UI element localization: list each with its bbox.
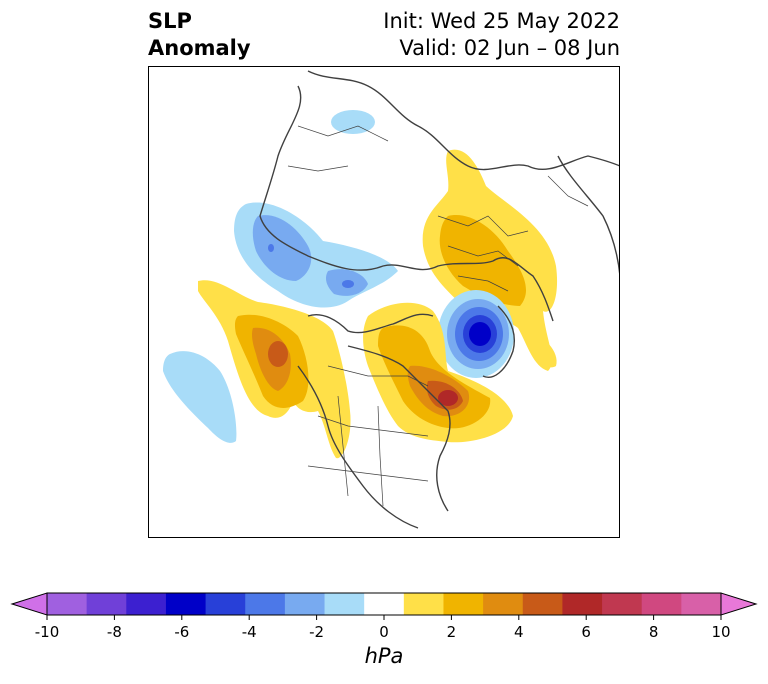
colorbar-extend-low [10, 592, 48, 616]
colorbar-segment [641, 593, 682, 615]
colorbar-tick-label: 10 [711, 623, 730, 641]
negative-anomaly-siberia [331, 110, 375, 134]
title-line-1: SLP [148, 9, 192, 33]
map-title: SLP Anomaly [148, 8, 251, 62]
colorbar-segment [681, 593, 722, 615]
colorbar-segment [483, 593, 524, 615]
positive-anomaly-labrador [363, 302, 513, 443]
colorbar-segment [245, 593, 286, 615]
colorbar-segments [10, 592, 758, 616]
colorbar-segment [443, 593, 484, 615]
negative-anomaly-subtropical-pacific [163, 351, 237, 443]
colorbar-segment [364, 593, 405, 615]
colorbar-segment [403, 593, 444, 615]
colorbar-segment [562, 593, 603, 615]
negative-anomaly-arctic-pacific [234, 202, 398, 308]
forecast-dates: Init: Wed 25 May 2022 Valid: 02 Jun – 08… [383, 8, 620, 62]
country-borders [287, 125, 589, 507]
positive-anomaly-north-pacific [198, 280, 351, 459]
negative-anomaly-greenland-sea [438, 290, 514, 378]
colorbar-segment [522, 593, 563, 615]
colorbar-segment [324, 593, 365, 615]
colorbar-tick-label: 4 [514, 623, 524, 641]
colorbar-tick-label: 6 [581, 623, 591, 641]
coastlines [259, 70, 620, 529]
colorbar-segment [284, 593, 326, 615]
colorbar-tick-label: 8 [649, 623, 659, 641]
colorbar-extend-high [720, 592, 758, 616]
map-frame [148, 66, 620, 538]
colorbar-segment [602, 593, 643, 615]
init-date: Init: Wed 25 May 2022 [383, 9, 620, 33]
colorbar-tick-label: -2 [309, 623, 324, 641]
colorbar-tick-label: -8 [107, 623, 122, 641]
slp-anomaly-map [148, 66, 620, 538]
colorbar-segment [205, 593, 246, 615]
colorbar-segment [47, 593, 88, 615]
colorbar: -10 -8 -6 -4 -2 0 2 4 6 8 10 [10, 592, 758, 641]
colorbar-tick-label: -6 [174, 623, 189, 641]
colorbar-ticks: -10 -8 -6 -4 -2 0 2 4 6 8 10 [35, 615, 731, 641]
colorbar-segment [86, 593, 127, 615]
colorbar-tick-label: 0 [379, 623, 389, 641]
colorbar-unit-label: hPa [364, 644, 404, 668]
colorbar-segment [126, 593, 167, 615]
title-line-2: Anomaly [148, 36, 251, 60]
colorbar-tick-label: -4 [242, 623, 257, 641]
colorbar-segment [165, 593, 207, 615]
colorbar-tick-label: 2 [447, 623, 457, 641]
colorbar-tick-label: -10 [35, 623, 60, 641]
valid-range: Valid: 02 Jun – 08 Jun [399, 36, 620, 60]
positive-anomaly-northern-europe [422, 149, 558, 371]
